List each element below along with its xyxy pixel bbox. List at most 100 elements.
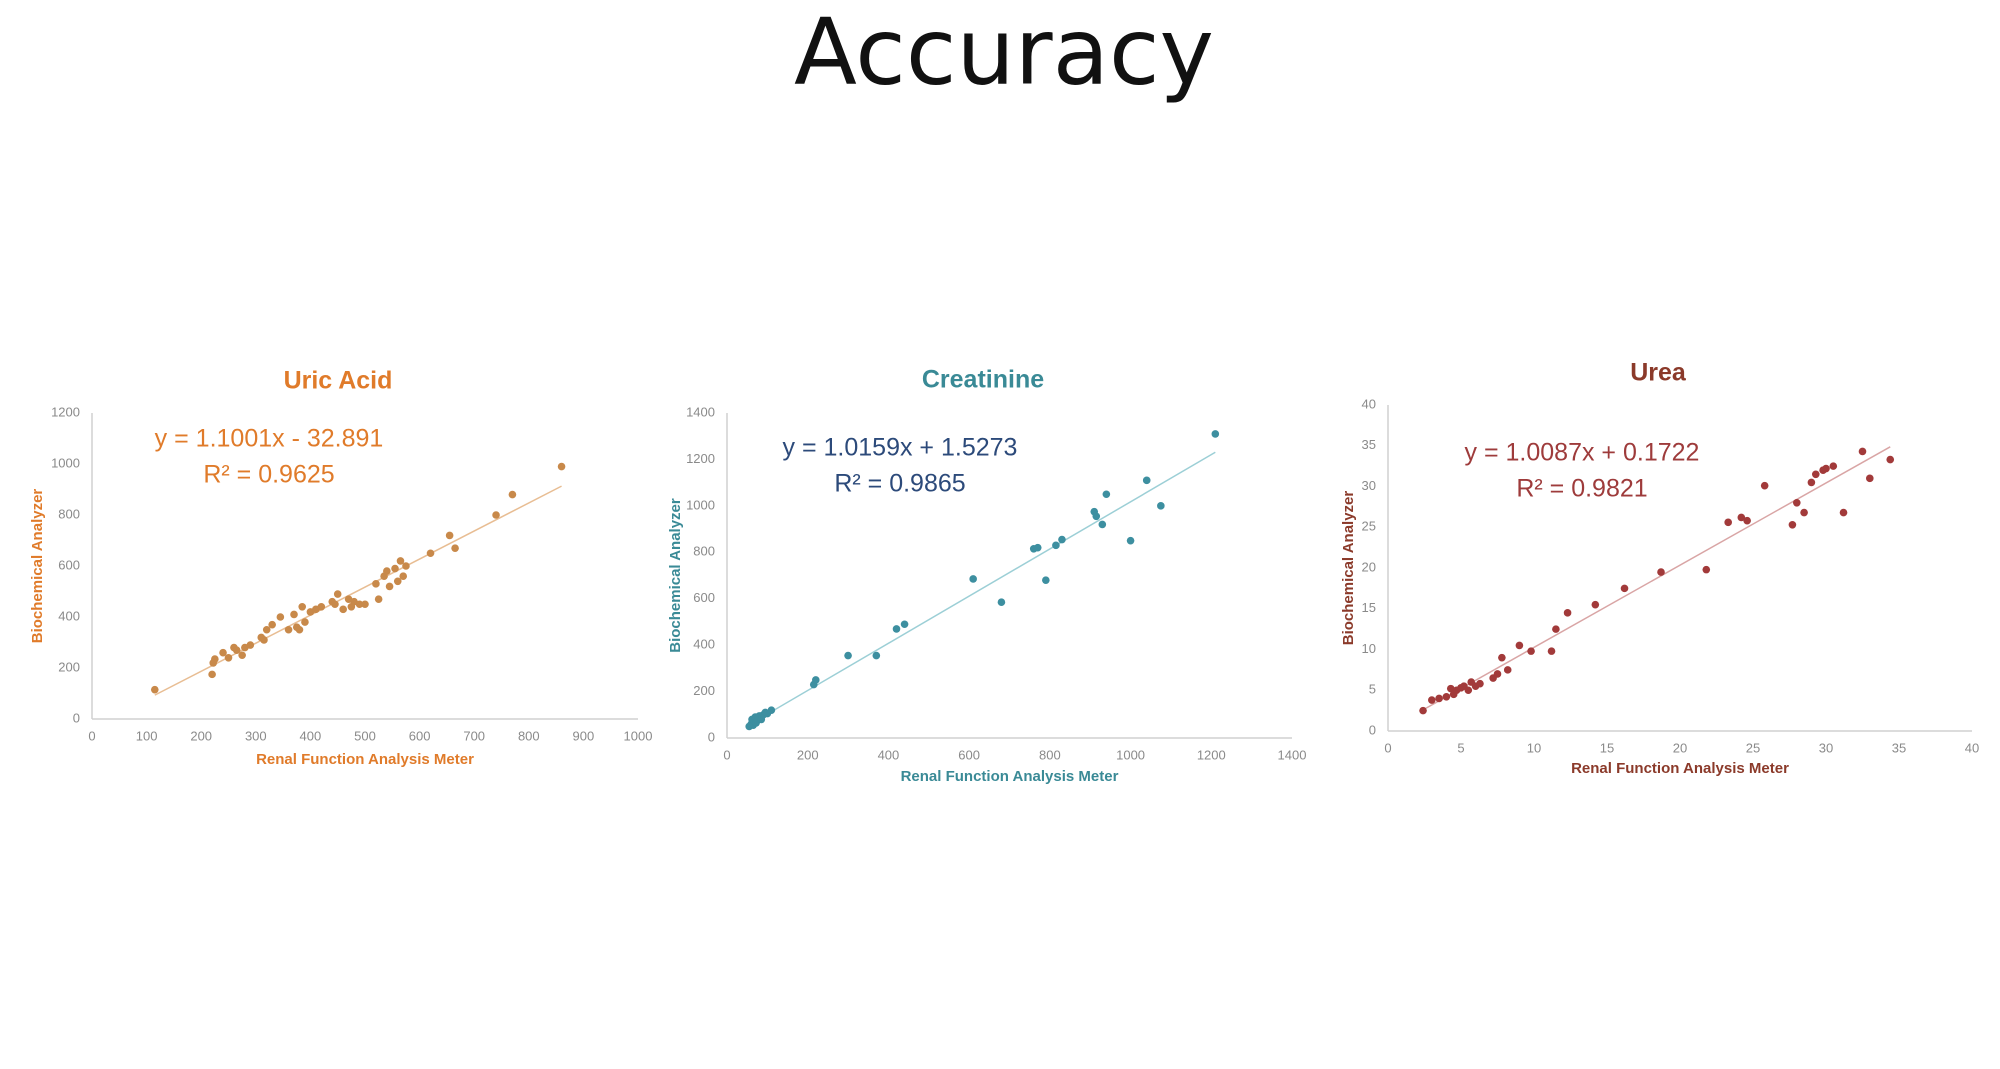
point xyxy=(339,605,347,614)
chart-title: Urea xyxy=(1630,359,1687,387)
point xyxy=(1493,670,1502,678)
point xyxy=(1498,653,1506,662)
x-tick-label: 400 xyxy=(300,728,322,743)
point xyxy=(1503,666,1512,674)
y-tick-label: 30 xyxy=(1362,478,1376,493)
y-tick-label: 5 xyxy=(1369,682,1376,697)
point xyxy=(1547,647,1556,655)
trendline xyxy=(1422,446,1891,711)
point xyxy=(1211,430,1220,438)
point xyxy=(383,567,391,575)
point xyxy=(1807,478,1816,487)
y-tick-label: 600 xyxy=(58,557,80,572)
point xyxy=(372,580,380,588)
point xyxy=(1442,692,1451,701)
y-tick-label: 10 xyxy=(1362,641,1376,656)
equation: R² = 0.9865 xyxy=(834,470,965,498)
point xyxy=(298,603,307,611)
x-tick-label: 0 xyxy=(88,728,95,743)
point xyxy=(1446,684,1455,693)
x-tick-label: 0 xyxy=(723,747,730,762)
point xyxy=(276,613,285,621)
y-tick-label: 0 xyxy=(708,729,715,744)
x-tick-label: 1000 xyxy=(1116,747,1145,762)
point xyxy=(1435,694,1443,703)
point xyxy=(1563,609,1572,617)
y-tick-label: 400 xyxy=(693,637,715,652)
point xyxy=(426,549,435,558)
y-tick-label: 800 xyxy=(693,544,715,559)
point xyxy=(1788,521,1797,529)
y-tick-label: 1200 xyxy=(51,404,80,419)
point xyxy=(1515,641,1524,650)
y-tick-label: 1000 xyxy=(686,497,715,512)
point xyxy=(844,651,852,660)
point xyxy=(1822,464,1830,473)
point xyxy=(268,620,276,629)
y-tick-label: 40 xyxy=(1362,396,1376,411)
point xyxy=(1760,481,1769,490)
point xyxy=(508,490,517,499)
point xyxy=(262,625,271,634)
y-tick-label: 25 xyxy=(1362,519,1376,534)
point xyxy=(1620,584,1629,593)
point xyxy=(1702,565,1711,574)
x-tick-label: 400 xyxy=(878,747,900,762)
point xyxy=(1464,686,1473,695)
point xyxy=(1102,490,1111,499)
point xyxy=(260,636,268,644)
x-tick-label: 1200 xyxy=(1197,747,1226,762)
point xyxy=(1126,536,1135,545)
point xyxy=(391,564,399,573)
point xyxy=(317,603,326,611)
point xyxy=(1527,647,1535,655)
y-tick-label: 1000 xyxy=(51,455,80,470)
y-tick-label: 600 xyxy=(693,590,715,605)
point xyxy=(1142,476,1151,485)
x-tick-label: 500 xyxy=(354,728,376,743)
point xyxy=(208,670,216,679)
point xyxy=(211,655,219,663)
x-tick-label: 40 xyxy=(1965,740,1979,755)
x-tick-label: 15 xyxy=(1600,740,1614,755)
point xyxy=(767,706,776,714)
y-tick-label: 0 xyxy=(1369,722,1376,737)
trendline xyxy=(748,451,1216,726)
point xyxy=(219,648,227,657)
point xyxy=(1737,513,1746,522)
y-tick-label: 35 xyxy=(1362,437,1376,452)
y-tick-label: 800 xyxy=(58,506,80,521)
y-tick-label: 20 xyxy=(1362,559,1376,574)
equation: y = 1.0159x + 1.5273 xyxy=(783,434,1018,462)
equation: R² = 0.9821 xyxy=(1516,475,1647,503)
point xyxy=(1858,447,1867,456)
point xyxy=(333,590,342,598)
x-tick-label: 0 xyxy=(1384,740,1391,755)
trendline xyxy=(154,485,562,696)
point xyxy=(374,595,383,603)
point xyxy=(1092,512,1101,521)
x-tick-label: 10 xyxy=(1527,740,1541,755)
point xyxy=(1428,696,1436,704)
x-tick-label: 1400 xyxy=(1278,747,1307,762)
point xyxy=(1839,508,1848,517)
point xyxy=(1591,600,1600,609)
x-tick-label: 20 xyxy=(1673,740,1687,755)
x-tick-label: 25 xyxy=(1746,740,1760,755)
point xyxy=(1811,470,1820,479)
point xyxy=(1157,502,1165,510)
x-tick-label: 100 xyxy=(136,728,158,743)
point xyxy=(301,618,309,626)
point xyxy=(290,610,298,619)
page-title: Accuracy xyxy=(794,0,1214,105)
point xyxy=(557,462,566,471)
x-tick-label: 200 xyxy=(190,728,212,743)
point xyxy=(361,600,369,609)
x-tick-label: 700 xyxy=(463,728,485,743)
point xyxy=(1866,474,1874,483)
equation: y = 1.0087x + 0.1722 xyxy=(1465,439,1700,467)
point xyxy=(1552,625,1560,633)
point xyxy=(1042,576,1050,584)
point xyxy=(396,557,405,565)
